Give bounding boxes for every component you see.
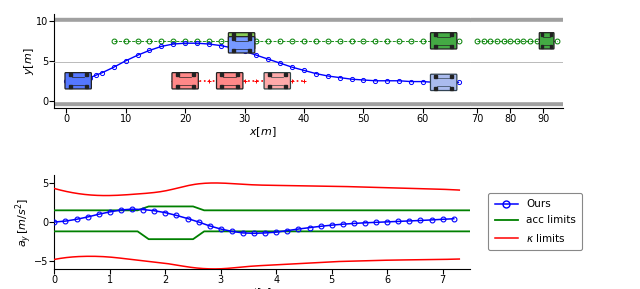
Bar bbox=[541, 45, 543, 49]
Bar bbox=[550, 33, 552, 36]
Bar bbox=[191, 73, 195, 76]
Bar bbox=[470, 18, 570, 23]
Bar bbox=[450, 45, 453, 49]
Bar bbox=[550, 45, 552, 49]
Bar bbox=[232, 49, 235, 52]
Bar bbox=[450, 33, 453, 36]
Bar bbox=[232, 45, 235, 49]
FancyBboxPatch shape bbox=[172, 73, 198, 89]
Bar bbox=[236, 85, 239, 88]
Bar bbox=[68, 73, 72, 76]
Legend: Ours, acc limits, $\kappa$ limits: Ours, acc limits, $\kappa$ limits bbox=[488, 193, 582, 250]
Bar bbox=[450, 75, 453, 78]
Bar bbox=[220, 73, 223, 76]
Bar bbox=[220, 85, 223, 88]
Bar bbox=[236, 73, 239, 76]
Bar bbox=[434, 45, 437, 49]
Bar bbox=[175, 85, 179, 88]
FancyBboxPatch shape bbox=[228, 33, 255, 49]
X-axis label: $t[s]$: $t[s]$ bbox=[252, 286, 273, 289]
Bar bbox=[268, 85, 271, 88]
Bar bbox=[54, 18, 470, 23]
FancyBboxPatch shape bbox=[65, 73, 92, 89]
FancyBboxPatch shape bbox=[431, 33, 457, 49]
FancyBboxPatch shape bbox=[431, 74, 457, 90]
Bar bbox=[54, 23, 470, 101]
Bar bbox=[248, 33, 251, 36]
Bar bbox=[248, 49, 251, 52]
X-axis label: $x[m]$: $x[m]$ bbox=[249, 126, 276, 139]
Bar bbox=[284, 85, 287, 88]
Bar bbox=[232, 33, 235, 36]
Bar bbox=[248, 45, 251, 49]
Bar bbox=[68, 85, 72, 88]
Bar bbox=[54, 101, 470, 105]
Bar bbox=[541, 33, 543, 36]
Bar bbox=[84, 73, 88, 76]
FancyBboxPatch shape bbox=[228, 37, 255, 53]
Bar bbox=[84, 85, 88, 88]
FancyBboxPatch shape bbox=[264, 73, 291, 89]
Bar bbox=[434, 75, 437, 78]
Bar bbox=[470, 101, 570, 105]
Bar bbox=[284, 73, 287, 76]
Bar bbox=[175, 73, 179, 76]
Bar bbox=[268, 73, 271, 76]
FancyBboxPatch shape bbox=[540, 33, 554, 49]
Bar bbox=[232, 37, 235, 40]
Bar bbox=[434, 33, 437, 36]
FancyBboxPatch shape bbox=[216, 73, 243, 89]
Bar bbox=[434, 87, 437, 90]
Bar bbox=[450, 87, 453, 90]
Bar bbox=[191, 85, 195, 88]
Bar bbox=[248, 37, 251, 40]
Y-axis label: $a_y\,[m/s^2]$: $a_y\,[m/s^2]$ bbox=[13, 197, 34, 247]
Bar bbox=[470, 23, 570, 101]
Y-axis label: $y[m]$: $y[m]$ bbox=[22, 47, 36, 75]
